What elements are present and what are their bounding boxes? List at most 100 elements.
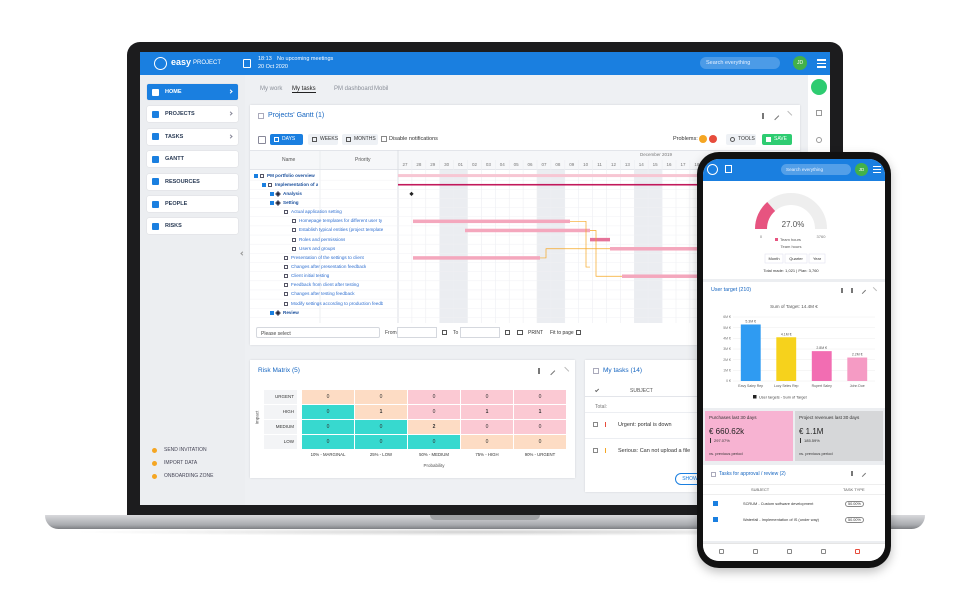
nav-icon[interactable] bbox=[855, 549, 860, 554]
logo-text[interactable]: easy bbox=[171, 57, 192, 67]
matrix-cell[interactable]: 0 bbox=[408, 405, 460, 419]
checkbox[interactable] bbox=[713, 517, 718, 522]
task-link[interactable]: Waterfall - Implementation of IS (under … bbox=[743, 517, 819, 522]
logo-icon[interactable] bbox=[707, 164, 718, 175]
sidebar-item[interactable]: PEOPLE bbox=[147, 196, 238, 212]
matrix-cell[interactable]: 0 bbox=[302, 390, 354, 404]
row-toggle[interactable] bbox=[262, 182, 266, 187]
matrix-cell[interactable]: 0 bbox=[302, 420, 354, 434]
task-name[interactable]: Setting bbox=[283, 199, 299, 205]
matrix-cell[interactable]: 1 bbox=[355, 405, 407, 419]
panel-action[interactable] bbox=[538, 368, 540, 374]
nav-icon[interactable] bbox=[719, 549, 724, 554]
calendar-icon[interactable] bbox=[505, 329, 510, 335]
tab[interactable]: My work bbox=[260, 86, 283, 92]
print-button[interactable]: PRINT bbox=[528, 330, 543, 336]
task-name[interactable]: Users and groups bbox=[299, 245, 336, 251]
checkbox[interactable] bbox=[593, 448, 598, 453]
matrix-cell[interactable]: 0 bbox=[302, 405, 354, 419]
select-box[interactable]: Please select bbox=[256, 327, 380, 338]
tools-button[interactable]: TOOLS bbox=[726, 134, 756, 145]
task-link[interactable]: SCRUM - Custom software development bbox=[743, 501, 814, 506]
task-name[interactable]: PM portfolio overview bbox=[267, 172, 315, 178]
matrix-cell[interactable]: 1 bbox=[514, 405, 566, 419]
panel-action[interactable] bbox=[546, 366, 556, 376]
checkbox[interactable] bbox=[593, 422, 598, 427]
matrix-cell[interactable]: 0 bbox=[514, 435, 566, 449]
task-name[interactable]: Feedback from client after testing bbox=[291, 282, 359, 288]
task-name[interactable]: Review bbox=[283, 309, 299, 315]
search-box[interactable]: Search everything bbox=[781, 164, 851, 175]
matrix-cell[interactable]: 0 bbox=[302, 435, 354, 449]
checkbox[interactable] bbox=[381, 136, 387, 142]
date-input[interactable] bbox=[397, 327, 437, 338]
rail-icon[interactable] bbox=[816, 137, 822, 143]
matrix-cell[interactable]: 0 bbox=[461, 390, 513, 404]
task-name[interactable]: Changes after testing feedback bbox=[291, 291, 355, 297]
nav-icon[interactable] bbox=[821, 549, 826, 554]
save-button[interactable]: SAVE bbox=[762, 134, 792, 145]
row-toggle[interactable] bbox=[270, 191, 274, 196]
tab[interactable]: My tasks bbox=[292, 86, 316, 93]
date-input[interactable] bbox=[460, 327, 500, 338]
card-action[interactable] bbox=[851, 288, 853, 293]
task-name[interactable]: Homepage templates for different user ty bbox=[299, 218, 383, 224]
card-action[interactable] bbox=[851, 471, 853, 476]
toolbar-icon[interactable] bbox=[258, 136, 266, 144]
nav-icon[interactable] bbox=[787, 549, 792, 554]
calendar-icon[interactable] bbox=[243, 59, 251, 68]
sidebar-footer-link[interactable]: IMPORT DATA bbox=[164, 460, 198, 466]
task-name[interactable]: Implementation of a bbox=[275, 181, 319, 187]
card-close[interactable] bbox=[869, 286, 878, 295]
matrix-cell[interactable]: 0 bbox=[514, 390, 566, 404]
sidebar-item[interactable]: RISKS bbox=[147, 218, 238, 235]
sidebar-item[interactable]: RESOURCES bbox=[147, 173, 238, 190]
tab[interactable]: PM dashboard bbox=[334, 86, 374, 92]
matrix-cell[interactable]: 0 bbox=[461, 420, 513, 434]
sidebar-item[interactable]: HOME bbox=[147, 84, 238, 100]
problems-badge[interactable] bbox=[699, 135, 707, 143]
task-name[interactable]: Establish typical entities (project temp… bbox=[299, 227, 384, 233]
sidebar-item[interactable]: PROJECTS bbox=[147, 106, 238, 123]
scale-button[interactable]: MONTHS bbox=[342, 134, 378, 145]
matrix-cell[interactable]: 0 bbox=[461, 435, 513, 449]
calendar-icon[interactable] bbox=[442, 329, 447, 335]
sidebar-footer-link[interactable]: SEND INVITATION bbox=[164, 447, 207, 453]
row-toggle[interactable] bbox=[270, 310, 274, 315]
scale-button[interactable]: DAYS bbox=[270, 134, 303, 145]
task-link[interactable]: Serious: Can not upload a file bbox=[618, 447, 691, 454]
calendar-icon[interactable] bbox=[725, 165, 732, 173]
avatar[interactable]: JD bbox=[793, 56, 807, 70]
task-name[interactable]: Modify settings according to production … bbox=[291, 300, 384, 306]
search-box[interactable]: Search everything bbox=[700, 57, 780, 69]
panel-action[interactable] bbox=[762, 113, 764, 119]
matrix-cell[interactable]: 2 bbox=[408, 420, 460, 434]
card-action[interactable] bbox=[841, 288, 843, 293]
task-name[interactable]: Presentation of the settings to client bbox=[291, 254, 364, 260]
row-toggle[interactable] bbox=[254, 173, 258, 178]
card-action[interactable] bbox=[858, 286, 867, 295]
panel-close[interactable] bbox=[560, 366, 570, 376]
checkbox[interactable] bbox=[576, 329, 581, 335]
matrix-cell[interactable]: 0 bbox=[355, 420, 407, 434]
matrix-cell[interactable]: 0 bbox=[408, 390, 460, 404]
task-name[interactable]: Client initial testing bbox=[291, 273, 330, 279]
task-link[interactable]: Urgent: portal is down bbox=[618, 421, 672, 428]
scale-button[interactable]: WEEKS bbox=[308, 134, 338, 145]
matrix-cell[interactable]: 0 bbox=[355, 435, 407, 449]
add-button[interactable] bbox=[811, 79, 827, 95]
matrix-cell[interactable]: 0 bbox=[355, 390, 407, 404]
tab[interactable]: Mobil bbox=[374, 86, 389, 92]
matrix-cell[interactable]: 0 bbox=[408, 435, 460, 449]
print-icon[interactable] bbox=[517, 329, 523, 335]
nav-icon[interactable] bbox=[753, 549, 758, 554]
problems-badge[interactable] bbox=[709, 135, 717, 143]
sidebar-item[interactable]: TASKS bbox=[147, 128, 238, 145]
task-name[interactable]: Actual application setting bbox=[291, 209, 342, 215]
rail-icon[interactable] bbox=[816, 110, 822, 116]
sidebar-footer-link[interactable]: ONBOARDING ZONE bbox=[164, 473, 214, 479]
sidebar-item[interactable]: GANTT bbox=[147, 151, 238, 168]
checkbox[interactable] bbox=[713, 501, 718, 506]
avatar[interactable]: JD bbox=[855, 163, 868, 176]
logo-icon[interactable] bbox=[154, 57, 167, 70]
